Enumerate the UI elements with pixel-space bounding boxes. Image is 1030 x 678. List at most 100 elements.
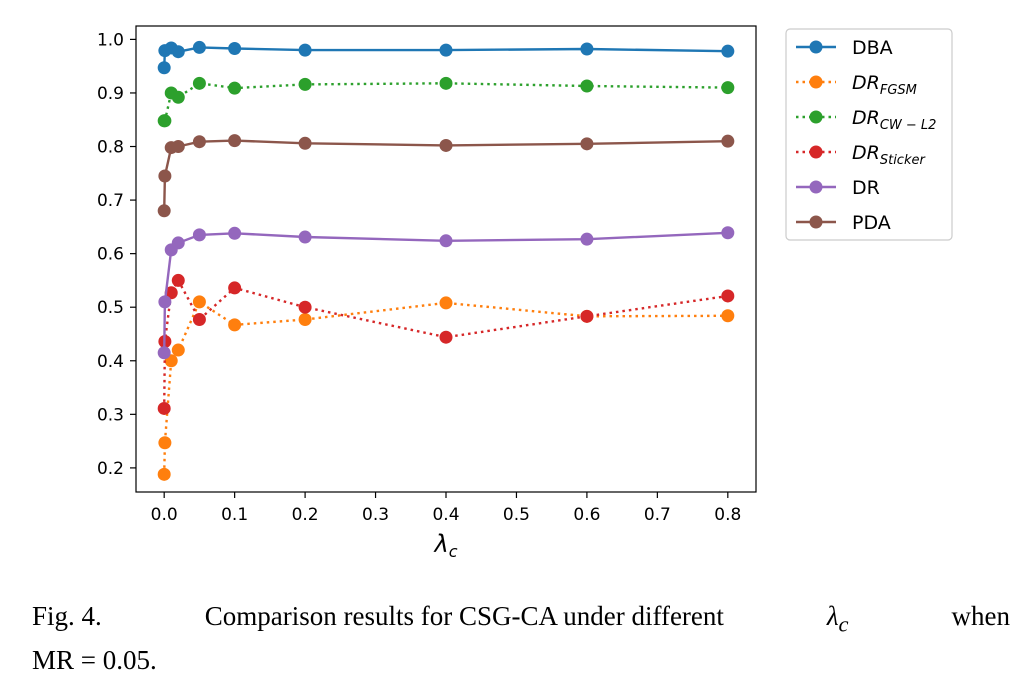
caption-line-2: MR = 0.05.: [32, 645, 157, 676]
data-point: [192, 135, 206, 149]
data-point: [164, 286, 178, 300]
x-axis-label-main: λ: [433, 530, 449, 558]
data-point: [158, 295, 172, 309]
legend-label-sub: Sticker: [880, 153, 927, 168]
x-tick-label: 0.7: [644, 505, 671, 525]
data-point: [228, 318, 242, 332]
data-point: [171, 140, 185, 154]
line-chart: 0.0 0.1 0.2 0.3 0.4 0.5 0.6 0.7 0.8 0.2 0.3 0.4 0.5…: [97, 25, 953, 561]
data-point: [439, 330, 453, 344]
data-point: [171, 343, 185, 357]
y-tick-label: 0.7: [97, 191, 124, 211]
y-tick-label: 0.4: [97, 352, 124, 372]
legend-label-main: PDA: [852, 212, 891, 234]
data-point: [192, 295, 206, 309]
data-point: [157, 467, 171, 481]
caption-figure-label: Fig. 4.: [32, 601, 102, 631]
legend-marker: [809, 180, 823, 194]
data-point: [171, 236, 185, 250]
data-point: [192, 40, 206, 54]
caption-lambda-sub: c: [838, 611, 849, 637]
data-point: [439, 234, 453, 248]
series-2: [157, 76, 735, 128]
data-point: [721, 81, 735, 95]
caption-text-2: when: [951, 601, 1010, 631]
legend-marker: [809, 215, 823, 229]
data-point: [439, 296, 453, 310]
series-5: [157, 134, 735, 218]
data-point: [580, 232, 594, 246]
data-point: [228, 226, 242, 240]
x-tick-label: 0.2: [292, 505, 319, 525]
series-line: [163, 139, 728, 211]
series-4: [157, 226, 735, 360]
data-point: [298, 313, 312, 327]
data-point: [171, 45, 185, 59]
data-point: [157, 204, 171, 218]
legend-label: DR: [852, 177, 880, 199]
series-1: [157, 295, 735, 481]
legend-label-main: DR: [852, 142, 880, 164]
caption-text-1: Comparison results for CSG-CA under diff…: [204, 601, 724, 631]
y-tick-label: 0.6: [97, 245, 124, 265]
data-point: [192, 228, 206, 242]
data-point: [157, 401, 171, 415]
legend-label-main: DBA: [852, 37, 893, 59]
legend-label-sub: FGSM: [880, 83, 917, 98]
legend-label: DRSticker: [852, 142, 926, 168]
legend-label: DBA: [852, 37, 893, 59]
legend-label-sub: CW − L2: [880, 118, 937, 133]
legend-box: [785, 28, 953, 241]
series-line: [163, 231, 728, 353]
legend-marker: [809, 145, 823, 159]
data-point: [228, 281, 242, 295]
x-tick-label: 0.1: [221, 505, 248, 525]
legend-marker: [809, 110, 823, 124]
data-point: [439, 43, 453, 57]
y-tick-label: 0.9: [97, 84, 124, 104]
data-point: [721, 44, 735, 58]
x-tick-label: 0.5: [503, 505, 530, 525]
series-line: [163, 300, 728, 475]
data-point: [439, 138, 453, 152]
data-point: [228, 81, 242, 95]
legend-label: DRCW − L2: [852, 107, 936, 133]
data-point: [721, 289, 735, 303]
data-point: [580, 309, 594, 323]
caption-lambda: λc: [827, 598, 849, 642]
x-tick-label: 0.0: [151, 505, 178, 525]
data-point: [580, 137, 594, 151]
x-tick-label: 0.8: [714, 505, 741, 525]
data-point: [298, 300, 312, 314]
data-point: [157, 61, 171, 75]
data-point: [298, 77, 312, 91]
y-tick-label: 0.3: [97, 405, 124, 425]
x-axis-label: λc: [433, 530, 458, 561]
x-axis: 0.0 0.1 0.2 0.3 0.4 0.5 0.6 0.7 0.8: [151, 492, 741, 525]
y-tick-label: 1.0: [97, 30, 124, 50]
legend-label-main: DR: [852, 177, 880, 199]
x-tick-label: 0.6: [573, 505, 600, 525]
data-point: [439, 76, 453, 90]
data-point: [158, 114, 172, 128]
data-point: [171, 90, 185, 104]
series-line: [163, 82, 728, 123]
y-tick-label: 0.2: [97, 459, 124, 479]
data-point: [228, 134, 242, 148]
caption-line-1: Fig. 4. Comparison results for CSG-CA un…: [32, 598, 1010, 642]
x-tick-label: 0.4: [432, 505, 459, 525]
data-point: [721, 226, 735, 240]
data-point: [298, 43, 312, 57]
legend-marker: [809, 40, 823, 54]
data-point: [157, 346, 171, 360]
data-point: [298, 136, 312, 150]
data-point: [580, 42, 594, 56]
data-point: [192, 76, 206, 90]
data-point: [298, 230, 312, 244]
caption-lambda-symbol: λ: [826, 601, 839, 631]
data-point: [721, 309, 735, 323]
data-point: [580, 79, 594, 93]
legend-marker: [809, 75, 823, 89]
data-point: [171, 273, 185, 287]
legend-label: DRFGSM: [852, 72, 917, 98]
